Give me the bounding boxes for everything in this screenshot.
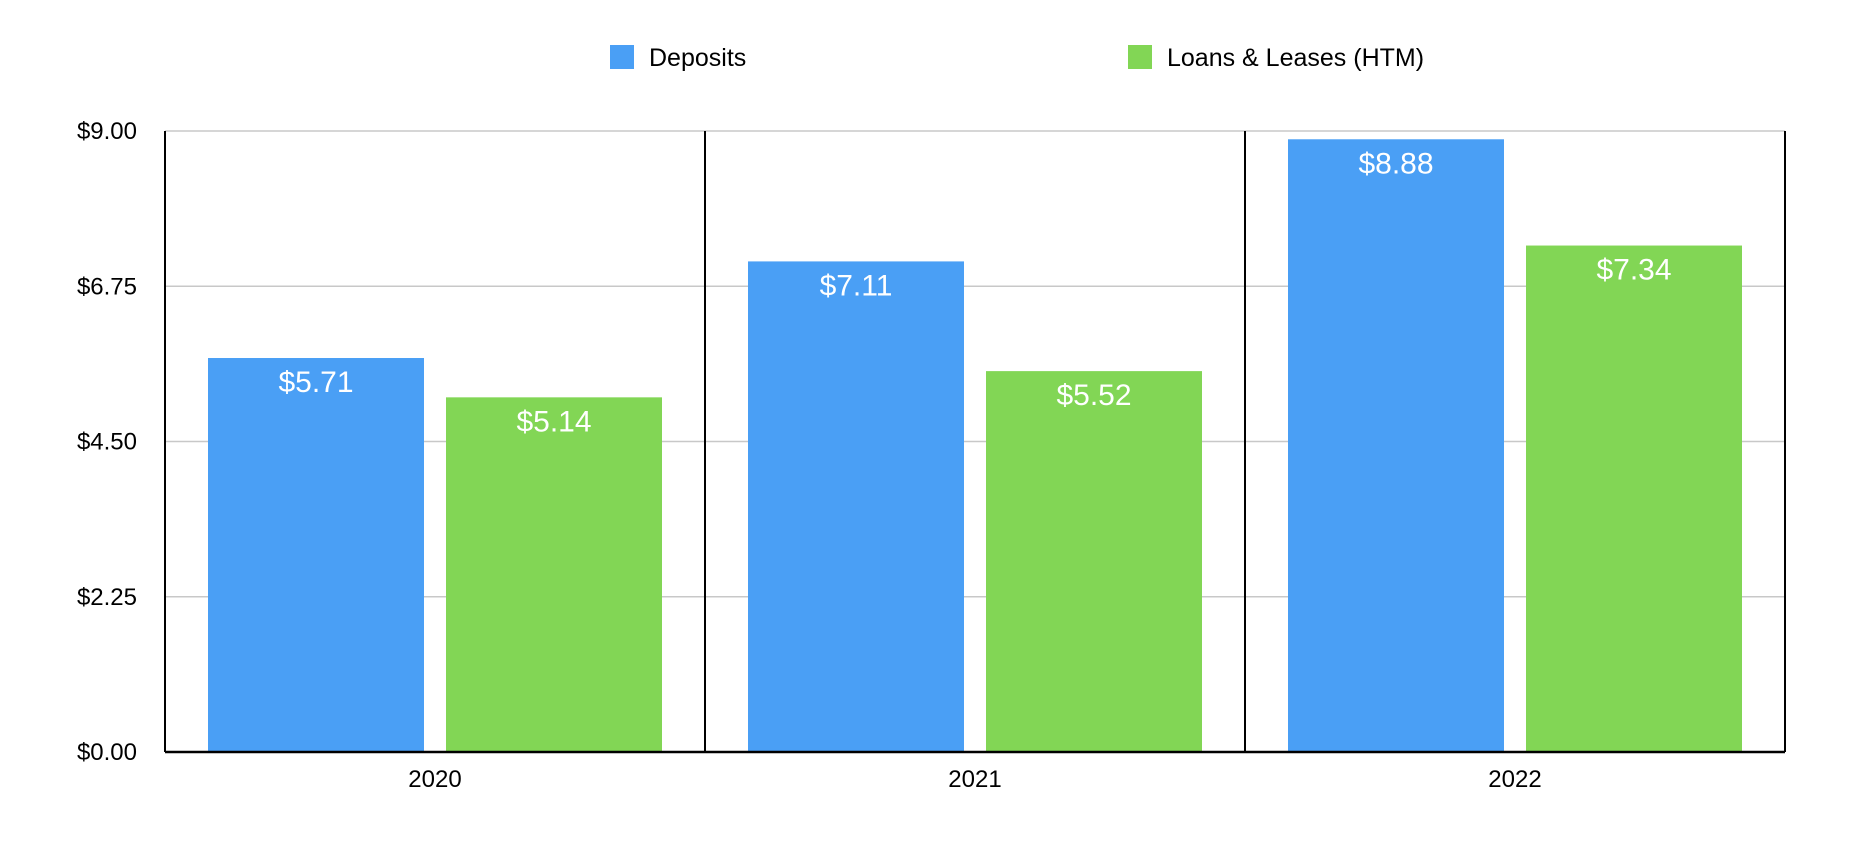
x-axis-ticks: 2020 2021 2022 <box>408 766 1541 793</box>
bar-2022-series-1 <box>1526 245 1742 753</box>
bar-2021-series-0 <box>748 261 964 752</box>
data-label-2022-series-0: $8.88 <box>1358 147 1433 180</box>
bar-2022-series-0 <box>1288 139 1504 752</box>
data-label-2021-series-0: $7.11 <box>820 269 893 302</box>
y-tick-label-1: $2.25 <box>77 584 137 611</box>
x-tick-label-1: 2021 <box>948 766 1001 793</box>
legend-label-0: Deposits <box>649 44 746 72</box>
data-labels: $5.71 $5.14 $7.11 $5.52 $8.88 $7.34 <box>278 147 1671 438</box>
data-label-2020-series-1: $5.14 <box>516 405 591 438</box>
y-tick-label-2: $4.50 <box>77 429 137 456</box>
x-tick-label-0: 2020 <box>408 766 461 793</box>
plot-frame <box>164 131 1786 754</box>
data-label-2022-series-1: $7.34 <box>1596 254 1671 287</box>
bar-2020-series-1 <box>446 397 662 752</box>
bar-2021-series-1 <box>986 371 1202 752</box>
data-label-2020-series-0: $5.71 <box>278 366 353 399</box>
bars <box>208 139 1742 753</box>
legend-swatch-1 <box>1128 45 1152 69</box>
bar-2020-series-0 <box>208 358 424 752</box>
gridlines <box>165 130 1785 598</box>
y-tick-label-4: $9.00 <box>77 118 137 145</box>
y-tick-label-0: $0.00 <box>77 739 137 766</box>
y-axis-ticks: $0.00 $2.25 $4.50 $6.75 $9.00 <box>77 118 137 766</box>
legend-swatch-0 <box>610 45 634 69</box>
data-label-2021-series-1: $5.52 <box>1056 379 1131 412</box>
x-tick-label-2: 2022 <box>1488 766 1541 793</box>
legend: Deposits Loans & Leases (HTM) <box>610 44 1424 72</box>
y-tick-label-3: $6.75 <box>77 273 137 300</box>
legend-label-1: Loans & Leases (HTM) <box>1167 44 1424 72</box>
